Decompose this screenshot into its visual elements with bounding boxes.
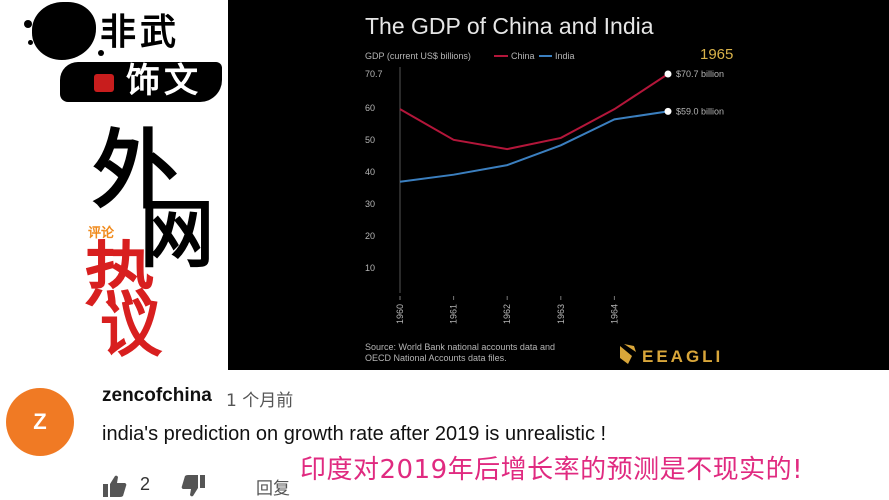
y-tick-label: 40 (365, 167, 375, 177)
reply-button[interactable]: 回复 (256, 479, 290, 499)
like-count: 2 (140, 474, 151, 494)
comment-section (0, 370, 889, 500)
series-end-label: $70.7 billion (676, 69, 724, 79)
legend-india-label: India (555, 51, 575, 61)
y-tick-label: 60 (365, 103, 375, 113)
thumbs-down-icon[interactable] (180, 474, 206, 498)
brand-panel: 非武 饰文 外 评论 网 热 议 (0, 0, 228, 370)
seal-icon (94, 74, 114, 92)
avatar[interactable]: Z (6, 388, 74, 456)
thumbs-up-icon[interactable] (102, 474, 128, 498)
x-tick-label: 1962 (502, 304, 512, 324)
ink-dot (28, 40, 33, 45)
gdp-line-chart: The GDP of China and India GDP (current … (365, 13, 733, 366)
translated-subtitle: 印度对2019年后增长率的预测是不现实的! (300, 455, 804, 485)
series-endpoint-china (664, 70, 672, 78)
y-tick-label: 30 (365, 199, 375, 209)
brand-line-2: 饰文 (126, 61, 202, 101)
y-tick-label: 20 (365, 231, 375, 241)
y-tick-label: 10 (365, 263, 375, 273)
y-tick-label: 70.7 (365, 69, 383, 79)
brand-big-char-4: 议 (100, 292, 163, 365)
brush-stroke (60, 62, 222, 102)
legend-china-label: China (511, 51, 535, 61)
video-frame[interactable]: The GDP of China and India GDP (current … (228, 0, 889, 370)
series-line-india (399, 110, 669, 183)
ink-dot (98, 50, 104, 56)
y-tick-label: 50 (365, 135, 375, 145)
series-line-china (399, 73, 669, 151)
brand-big-char-1: 外 (92, 120, 178, 221)
x-tick-label: 1963 (556, 304, 566, 324)
x-tick-label: 1964 (609, 304, 619, 324)
chart-title: The GDP of China and India (365, 13, 654, 39)
ink-dot (24, 20, 32, 28)
eeagli-watermark: EEAGLI (642, 347, 723, 366)
year-badge: 1965 (700, 46, 733, 63)
series-end-label: $59.0 billion (676, 106, 724, 116)
comment-time: 1 个月前 (226, 391, 294, 411)
x-tick-label: 1960 (395, 304, 405, 324)
comment-text: india's prediction on growth rate after … (102, 423, 607, 445)
brand-big-char-2: 网 (140, 192, 214, 278)
brand-small-label: 评论 (88, 226, 115, 241)
eagle-logo-icon (620, 344, 636, 364)
brand-big-char-3: 热 (84, 233, 154, 316)
y-axis-label: GDP (current US$ billions) (365, 51, 471, 61)
source-note-line-2: OECD National Accounts data files. (365, 353, 507, 363)
x-tick-label: 1961 (449, 304, 459, 324)
source-note-line-1: Source: World Bank national accounts dat… (365, 342, 555, 352)
brand-line-1: 非武 (100, 11, 181, 53)
ink-splash-logo (32, 2, 96, 60)
comment-author[interactable]: zencofchina (102, 385, 212, 406)
series-endpoint-india (664, 107, 672, 115)
